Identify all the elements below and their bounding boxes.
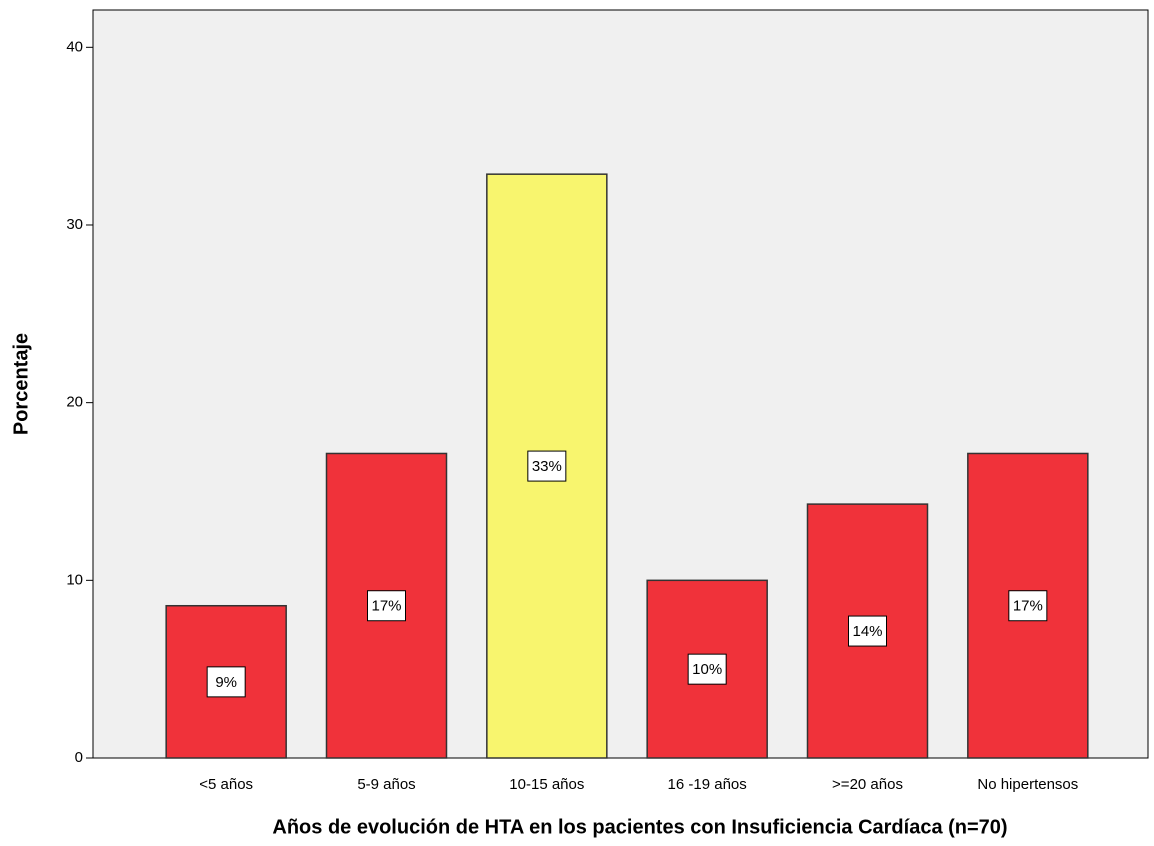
y-tick-label: 0 bbox=[75, 749, 83, 766]
value-label: 10% bbox=[692, 661, 722, 678]
value-label: 17% bbox=[1013, 598, 1043, 615]
value-label: 33% bbox=[532, 458, 562, 475]
value-label-box bbox=[1008, 590, 1048, 622]
value-label-box bbox=[848, 615, 887, 647]
value-label: 14% bbox=[852, 623, 882, 640]
y-tick-label: 10 bbox=[66, 571, 83, 588]
y-tick-label: 40 bbox=[66, 38, 83, 55]
y-axis-label: Porcentaje bbox=[10, 333, 32, 435]
x-axis-label: Años de evolución de HTA en los paciente… bbox=[272, 816, 1007, 838]
x-tick-label: 5-9 años bbox=[357, 776, 415, 793]
value-label-box bbox=[206, 666, 246, 698]
x-tick-label: No hipertensos bbox=[977, 776, 1078, 793]
x-tick-label: 16 -19 años bbox=[668, 776, 747, 793]
value-label: 9% bbox=[215, 674, 237, 691]
x-tick-label: >=20 años bbox=[832, 776, 903, 793]
x-tick-label: <5 años bbox=[199, 776, 253, 793]
y-tick-label: 20 bbox=[66, 394, 83, 411]
value-label-box bbox=[527, 450, 567, 482]
value-label: 17% bbox=[371, 598, 401, 615]
x-tick-label: 10-15 años bbox=[509, 776, 584, 793]
value-label-box bbox=[687, 653, 727, 685]
y-tick-label: 30 bbox=[66, 216, 83, 233]
value-label-box bbox=[367, 590, 406, 622]
